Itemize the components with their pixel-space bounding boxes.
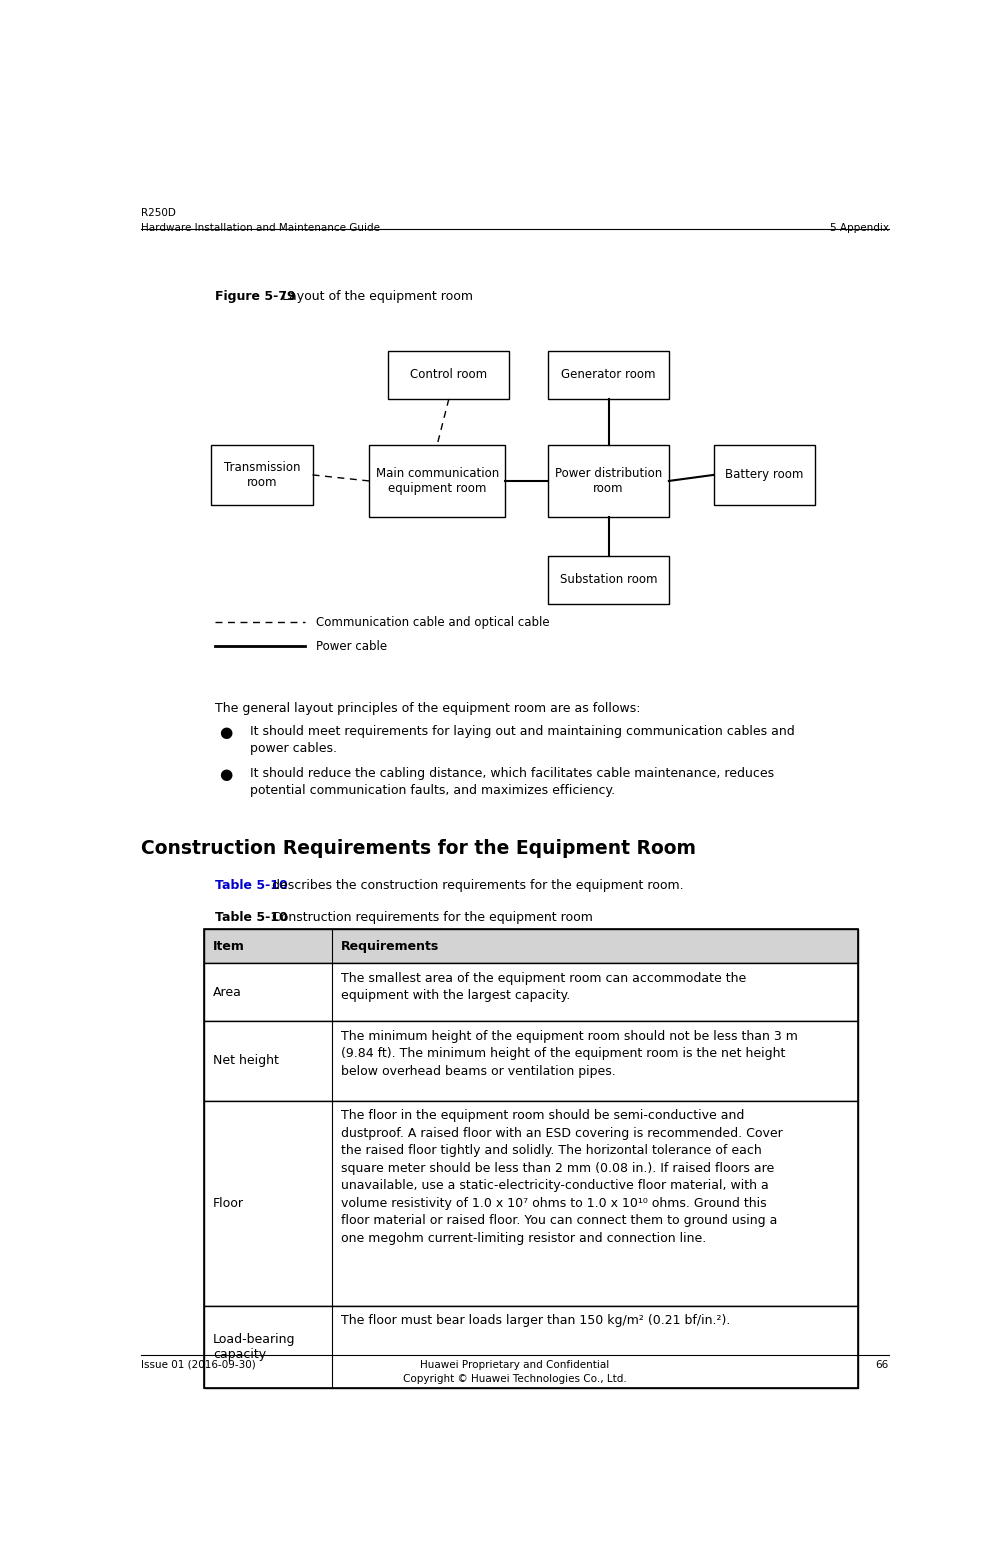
FancyBboxPatch shape: [548, 445, 669, 517]
Text: Hardware Installation and Maintenance Guide: Hardware Installation and Maintenance Gu…: [141, 222, 380, 233]
Text: Communication cable and optical cable: Communication cable and optical cable: [317, 615, 550, 628]
Text: Control room: Control room: [410, 368, 487, 382]
Text: Main communication
equipment room: Main communication equipment room: [376, 467, 498, 495]
Text: Layout of the equipment room: Layout of the equipment room: [277, 290, 472, 304]
FancyBboxPatch shape: [389, 351, 510, 399]
Text: Transmission
room: Transmission room: [224, 460, 300, 489]
Text: Figure 5-79: Figure 5-79: [215, 290, 295, 304]
FancyBboxPatch shape: [204, 1021, 858, 1101]
Text: Generator room: Generator room: [561, 368, 656, 382]
FancyBboxPatch shape: [211, 445, 313, 506]
Text: Area: Area: [213, 985, 242, 999]
Text: Construction requirements for the equipment room: Construction requirements for the equipm…: [268, 911, 593, 924]
Text: 66: 66: [875, 1359, 889, 1370]
Text: Net height: Net height: [213, 1054, 278, 1068]
Text: describes the construction requirements for the equipment room.: describes the construction requirements …: [268, 879, 683, 893]
Text: Load-bearing
capacity: Load-bearing capacity: [213, 1333, 295, 1361]
Text: It should meet requirements for laying out and maintaining communication cables : It should meet requirements for laying o…: [250, 725, 795, 755]
Text: Construction Requirements for the Equipment Room: Construction Requirements for the Equipm…: [141, 839, 696, 858]
Text: The floor in the equipment room should be semi-conductive and
dustproof. A raise: The floor in the equipment room should b…: [342, 1109, 783, 1245]
Text: ●: ●: [219, 767, 232, 781]
FancyBboxPatch shape: [714, 445, 815, 506]
Text: Requirements: Requirements: [342, 940, 439, 952]
Text: 5 Appendix: 5 Appendix: [830, 222, 889, 233]
Text: R250D: R250D: [141, 208, 176, 218]
Text: Power distribution
room: Power distribution room: [555, 467, 662, 495]
Text: Table 5-10: Table 5-10: [215, 911, 288, 924]
FancyBboxPatch shape: [204, 930, 858, 963]
FancyBboxPatch shape: [369, 445, 506, 517]
Text: Battery room: Battery room: [726, 468, 803, 481]
Text: Power cable: Power cable: [317, 639, 388, 653]
Text: The general layout principles of the equipment room are as follows:: The general layout principles of the equ…: [215, 702, 641, 714]
Text: Table 5-10: Table 5-10: [215, 879, 288, 893]
FancyBboxPatch shape: [548, 351, 669, 399]
Text: Floor: Floor: [213, 1196, 244, 1209]
Text: The smallest area of the equipment room can accommodate the
equipment with the l: The smallest area of the equipment room …: [342, 971, 747, 1002]
FancyBboxPatch shape: [204, 1306, 858, 1387]
Text: Substation room: Substation room: [560, 573, 657, 586]
Text: The floor must bear loads larger than 150 kg/m² (0.21 bf/in.²).: The floor must bear loads larger than 15…: [342, 1314, 731, 1326]
Text: Issue 01 (2016-09-30): Issue 01 (2016-09-30): [141, 1359, 256, 1370]
Text: The minimum height of the equipment room should not be less than 3 m
(9.84 ft). : The minimum height of the equipment room…: [342, 1029, 798, 1077]
FancyBboxPatch shape: [204, 1101, 858, 1306]
FancyBboxPatch shape: [204, 963, 858, 1021]
Text: Item: Item: [213, 940, 245, 952]
Text: It should reduce the cabling distance, which facilitates cable maintenance, redu: It should reduce the cabling distance, w…: [250, 767, 775, 797]
Text: ●: ●: [219, 725, 232, 739]
FancyBboxPatch shape: [548, 556, 669, 604]
Text: Huawei Proprietary and Confidential
Copyright © Huawei Technologies Co., Ltd.: Huawei Proprietary and Confidential Copy…: [403, 1359, 627, 1384]
